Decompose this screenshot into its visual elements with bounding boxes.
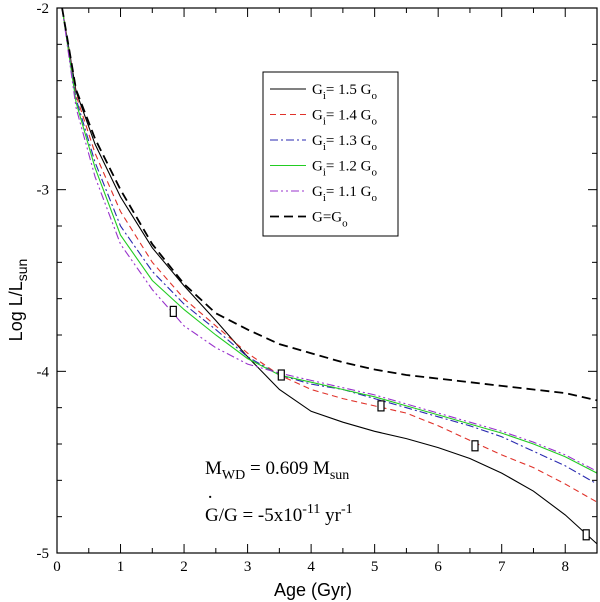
series-line-5 — [61, 7, 598, 472]
x-tick-label: 0 — [53, 559, 61, 575]
series-line-6 — [61, 7, 598, 402]
series-line-2 — [61, 7, 598, 503]
legend-label-3: Gi= 1.3 Go — [312, 133, 377, 153]
legend-label-2: Gi= 1.4 Go — [312, 108, 377, 128]
y-axis-title-sub: sun — [14, 259, 30, 282]
legend-label-6: G=Go — [312, 210, 348, 230]
mass-annotation-sub: WD — [222, 468, 245, 483]
legend: Gi= 1.5 Go Gi= 1.4 Go Gi= 1.3 Go Gi= 1.2 Go… — [262, 71, 399, 237]
x-tick-label: 8 — [561, 559, 569, 575]
tick-group: 0 1 2 3 4 5 6 7 8 -5 -4 -3 -2 — [37, 1, 598, 575]
x-tick-label: 6 — [434, 559, 442, 575]
y-tick-label: -3 — [37, 183, 50, 199]
series-line-4 — [61, 7, 598, 474]
legend-label-1: Gi= 1.5 Go — [312, 82, 377, 102]
x-tick-label: 3 — [244, 559, 252, 575]
marker-group — [169, 305, 590, 541]
series-line-1 — [61, 7, 598, 545]
gdot-annotation-sup: -11 — [302, 502, 320, 517]
mass-annotation: MWD = 0.609 Msun — [205, 458, 349, 483]
series-group — [61, 7, 598, 545]
gdot-annotation-main: G/G = -5x10 — [205, 505, 302, 526]
x-axis-title: Age (Gyr) — [274, 580, 352, 600]
mass-annotation-sub2: sun — [330, 468, 349, 483]
data-marker-5 — [582, 529, 590, 541]
legend-label-5: Gi= 1.1 Go — [312, 184, 377, 204]
x-tick-label: 1 — [117, 559, 125, 575]
mass-annotation-rest: = 0.609 M — [245, 458, 330, 479]
x-tick-label: 4 — [307, 559, 315, 575]
data-marker-1 — [169, 305, 177, 317]
gdot-dot: · — [207, 487, 213, 508]
data-marker-2 — [277, 369, 285, 381]
series-line-3 — [61, 7, 598, 485]
legend-label-4: Gi= 1.2 Go — [312, 159, 377, 179]
y-tick-label: -2 — [37, 1, 50, 17]
gdot-annotation-sup2: -1 — [341, 502, 353, 517]
y-axis-title: Log L/Lsun — [6, 259, 30, 342]
legend-items: Gi= 1.5 Go Gi= 1.4 Go Gi= 1.3 Go Gi= 1.2 Go… — [270, 82, 377, 230]
mass-annotation-main: M — [205, 458, 222, 479]
gdot-annotation: G/G = -5x10-11 yr-1 — [205, 502, 353, 526]
x-tick-label: 5 — [371, 559, 379, 575]
plot-frame — [56, 7, 598, 554]
data-marker-3 — [377, 400, 385, 412]
data-marker-4 — [471, 440, 479, 452]
x-tick-label: 7 — [498, 559, 506, 575]
gdot-annotation-unit: yr — [320, 505, 341, 526]
x-tick-label: 2 — [180, 559, 188, 575]
legend-box — [262, 71, 399, 237]
y-tick-label: -4 — [37, 364, 50, 380]
y-tick-label: -5 — [37, 546, 50, 562]
y-axis-title-main: Log L/L — [6, 281, 26, 341]
